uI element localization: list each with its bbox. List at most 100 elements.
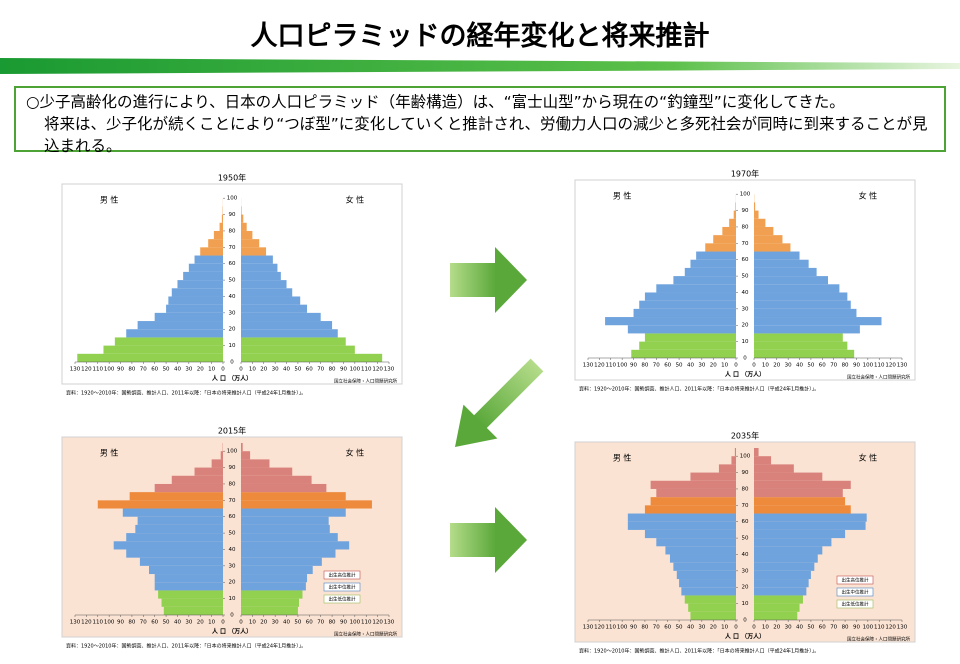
- x-tick-label: 20: [710, 625, 717, 631]
- page-title: 人口ピラミッドの経年変化と将来推計: [250, 21, 710, 52]
- y-tick-label: 20: [742, 323, 749, 329]
- y-tick-label: 100: [227, 449, 238, 455]
- bar-male: [219, 222, 223, 231]
- note-box: ○少子高齢化の進行により、日本の人口ピラミッド（年齢構造）は、“富士山型”から現…: [14, 86, 946, 155]
- bar-male: [705, 243, 736, 252]
- bar-female: [241, 247, 267, 256]
- bar-female: [754, 554, 818, 563]
- bar-male: [139, 557, 223, 566]
- x-axis-label: 人 口 （万人）: [212, 375, 252, 383]
- bar-female: [754, 529, 846, 539]
- bar-male: [137, 516, 223, 525]
- bar-female: [754, 251, 800, 260]
- bar-female: [241, 312, 321, 322]
- bar-male: [713, 235, 736, 244]
- bar-male: [733, 210, 736, 219]
- bar-female: [241, 533, 338, 542]
- x-tick-label: 20: [710, 363, 717, 369]
- y-tick-label: 50: [229, 278, 236, 284]
- bar-male: [188, 263, 223, 272]
- bar-female: [241, 443, 243, 452]
- bar-female: [241, 590, 303, 599]
- bar-male: [220, 451, 223, 460]
- bar-female: [754, 317, 882, 326]
- x-tick-label: 20: [260, 620, 267, 626]
- x-tick-label: 70: [317, 620, 324, 626]
- bar-male: [676, 570, 736, 580]
- y-tick-label: 50: [229, 531, 236, 537]
- bar-male: [97, 500, 223, 509]
- legend-box: [323, 570, 361, 580]
- bar-female: [241, 214, 244, 223]
- chart-title: 1970年: [731, 169, 759, 179]
- bar-female: [754, 611, 798, 620]
- y-tick-label: 30: [742, 568, 749, 574]
- x-tick-label: 10: [208, 367, 215, 373]
- y-tick-label: 0: [743, 618, 747, 624]
- bar-female: [754, 521, 866, 530]
- x-axis-label: 人 口 （万人）: [212, 628, 252, 636]
- x-tick-label: 40: [687, 363, 694, 369]
- bar-male: [644, 292, 736, 301]
- series-name: 男 性: [613, 191, 632, 201]
- bar-female: [754, 218, 766, 227]
- bar-male: [126, 549, 223, 558]
- bar-female: [241, 451, 251, 460]
- x-tick-label: 120: [885, 625, 896, 631]
- x-tick-label: 100: [617, 363, 628, 369]
- bar-female: [754, 333, 843, 342]
- bar-female: [754, 587, 807, 596]
- x-tick-label: 0: [734, 363, 738, 369]
- legend-box: [836, 587, 874, 597]
- bar-female: [241, 500, 372, 509]
- bar-female: [754, 259, 809, 268]
- bar-female: [754, 464, 794, 473]
- series-name: 女 性: [859, 191, 878, 201]
- note-text: ○少子高齢化の進行により、日本の人口ピラミッド（年齢構造）は、“富士山型”から現…: [26, 93, 845, 111]
- bar-male: [656, 488, 736, 498]
- x-tick-label: 20: [773, 625, 780, 631]
- arrow: [450, 247, 527, 313]
- bar-female: [241, 475, 312, 484]
- legend-box: [323, 582, 361, 592]
- bar-male: [673, 276, 736, 285]
- legend-label: 出生中位推計: [842, 589, 869, 596]
- bar-female: [754, 284, 840, 293]
- y-tick-label: 40: [742, 290, 749, 296]
- x-tick-label: 50: [294, 367, 301, 373]
- bar-female: [241, 541, 350, 550]
- y-tick-label: 60: [742, 257, 749, 263]
- bar-female: [754, 456, 772, 465]
- series-name: 男 性: [100, 448, 119, 458]
- x-tick-label: 60: [664, 625, 671, 631]
- bar-female: [241, 296, 301, 305]
- x-tick-label: 120: [594, 363, 605, 369]
- legend-label: 出生高位推計: [842, 577, 869, 584]
- y-tick-label: 70: [742, 503, 749, 509]
- bar-female: [754, 243, 791, 252]
- bar-male: [113, 541, 223, 550]
- y-tick-label: 80: [742, 486, 749, 492]
- x-tick-label: 30: [272, 620, 279, 626]
- x-axis-label: 人 口 （万人）: [725, 633, 765, 641]
- y-tick-label: 100: [227, 196, 238, 202]
- x-tick-label: 10: [249, 367, 256, 373]
- y-tick-label: 40: [229, 294, 236, 300]
- y-tick-label: 60: [742, 519, 749, 525]
- x-tick-label: 0: [221, 367, 225, 373]
- header-bar: [0, 58, 960, 74]
- bar-male: [735, 202, 736, 211]
- x-tick-label: 30: [185, 620, 192, 626]
- x-tick-label: 90: [340, 620, 347, 626]
- arrow: [450, 507, 527, 573]
- bar-male: [688, 603, 736, 612]
- bar-male: [168, 296, 223, 305]
- x-tick-label: 120: [885, 363, 896, 369]
- bar-male: [690, 472, 736, 481]
- bar-male: [183, 271, 223, 281]
- x-tick-label: 10: [762, 625, 769, 631]
- x-tick-label: 80: [641, 363, 648, 369]
- credit: 国立社会保障・人口問題研究所: [847, 374, 910, 381]
